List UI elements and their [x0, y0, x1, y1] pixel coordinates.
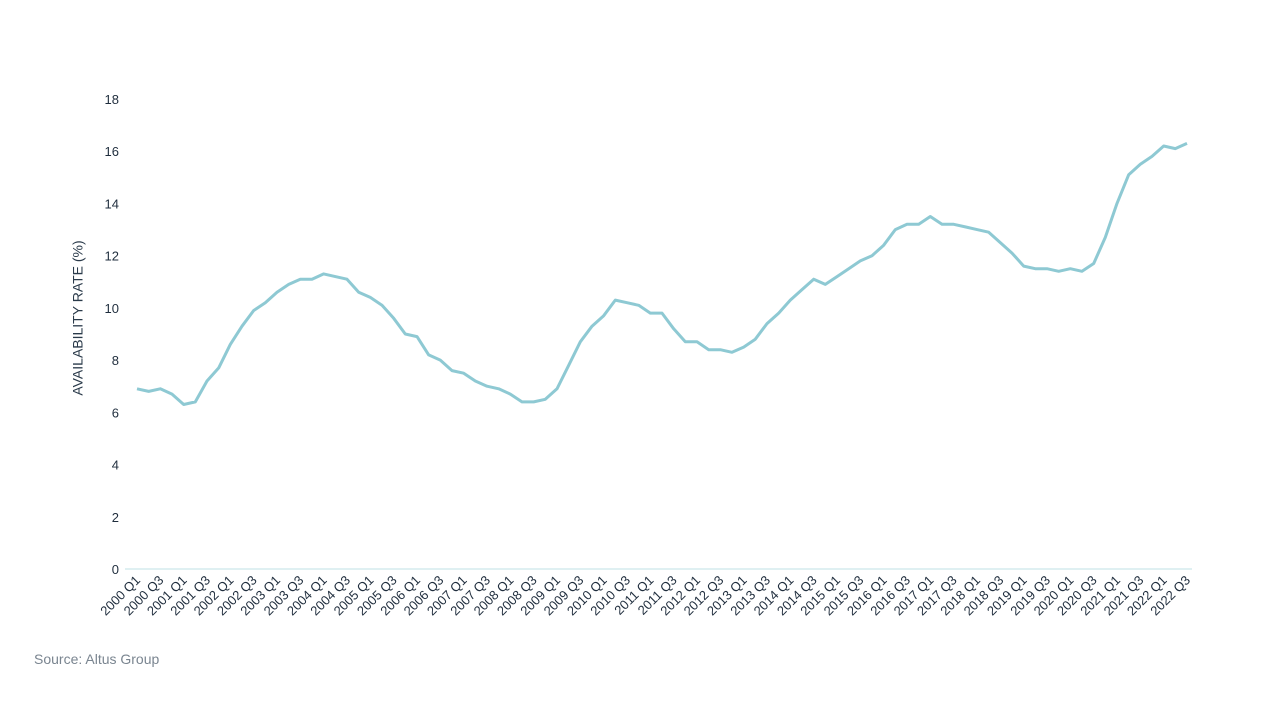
- y-tick-label: 10: [105, 301, 119, 316]
- y-tick-label: 18: [105, 92, 119, 107]
- y-tick-label: 2: [112, 510, 119, 525]
- source: Source: Altus Group: [34, 651, 160, 667]
- y-tick-label: 8: [112, 353, 119, 368]
- y-tick-label: 6: [112, 405, 119, 420]
- line: [136, 142, 1188, 406]
- y-tick-label: 4: [112, 458, 119, 473]
- y-axis-label: AVAILABILITY RATE (%): [70, 240, 86, 395]
- y-tick-label: 14: [105, 196, 119, 211]
- y-tick-label: 16: [105, 144, 119, 159]
- y-tick-label: 12: [105, 249, 119, 264]
- y-tick-label: 0: [112, 562, 119, 577]
